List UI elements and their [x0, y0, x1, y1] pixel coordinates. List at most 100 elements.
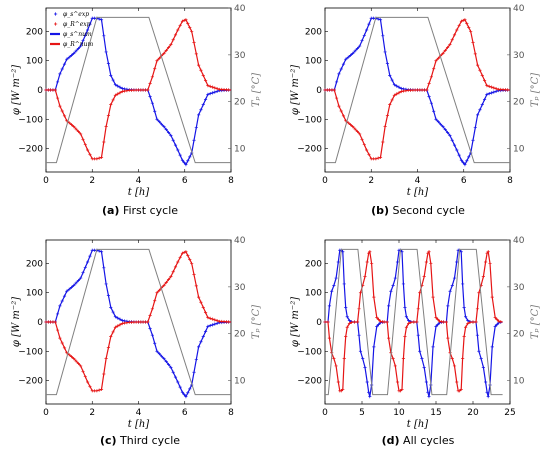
phi-s-marker [363, 365, 367, 369]
phi-s-marker [106, 62, 111, 66]
phi-r-marker [351, 125, 355, 129]
phi-s-marker [104, 50, 108, 54]
phi-r-marker [368, 250, 372, 254]
phi-r-marker [72, 125, 76, 129]
phi-r-marker [432, 67, 436, 71]
phi-r-marker [434, 316, 438, 320]
phi-r-marker [391, 357, 395, 361]
phi-s-marker [162, 125, 166, 129]
phi-s-marker [475, 333, 480, 337]
x-tick-label: 6 [461, 176, 467, 186]
y2-tick-label: 40 [513, 4, 525, 14]
phi-r-marker [459, 19, 464, 23]
phi-r-marker [455, 380, 459, 384]
phi-s-marker [150, 101, 154, 105]
phi-r-marker [390, 98, 394, 102]
phi-s-marker [492, 90, 496, 94]
phi-r-marker [464, 325, 468, 329]
phi-r-marker [409, 320, 413, 324]
phi-r-marker [462, 335, 466, 339]
phi-s-marker [160, 122, 164, 126]
phi-s-marker [67, 287, 71, 291]
phi-s-marker [171, 138, 175, 142]
phi-r-marker [399, 89, 403, 94]
phi-s-marker [155, 117, 159, 121]
phi-s-marker [157, 352, 161, 356]
phi-s-marker [60, 299, 64, 303]
phi-r-marker [186, 254, 190, 258]
phi-r-marker [362, 143, 366, 147]
x-tick-label: 2 [89, 408, 95, 418]
phi-s-marker [97, 249, 101, 253]
phi-r-marker [180, 251, 185, 255]
phi-s-marker [422, 365, 426, 369]
y-tick-label: 200 [26, 27, 43, 37]
phi-r-marker [487, 84, 491, 88]
y-tick-label: −200 [18, 145, 43, 155]
phi-s-marker [109, 73, 113, 77]
phi-r-marker [445, 45, 450, 50]
phi-r-marker [150, 307, 154, 311]
phi-r-marker [355, 320, 360, 324]
y2-tick-label: 20 [513, 98, 525, 108]
phi-s-marker [459, 158, 464, 162]
phi-r-marker [194, 284, 198, 288]
y2-tick-label: 20 [234, 330, 246, 340]
phi-s-marker [203, 329, 208, 334]
phi-r-marker [345, 325, 349, 329]
phi-s-marker [420, 357, 424, 361]
phi-s-marker [171, 370, 175, 374]
phi-s-marker [173, 143, 178, 147]
phi-r-marker [424, 260, 428, 264]
phi-r-marker [150, 75, 154, 79]
legend-label: φ_R^num [63, 41, 93, 48]
caption-letter: (d) [382, 434, 400, 447]
x-axis-label: t [h] [128, 419, 150, 430]
phi-s-marker [169, 365, 173, 369]
phi-r-marker [370, 261, 374, 266]
phi-r-marker [102, 372, 106, 376]
phi-s-marker [341, 250, 345, 254]
temperature-line [46, 16, 231, 164]
phi-r-marker [429, 75, 433, 79]
phi-r-marker [334, 364, 338, 368]
phi-s-marker [69, 53, 74, 57]
phi-s-marker [478, 108, 482, 112]
phi-s-marker [99, 250, 104, 254]
phi-r-marker [407, 321, 411, 326]
phi-r-marker [67, 121, 71, 125]
phi-r-marker [427, 250, 431, 254]
phi-r-marker [387, 336, 391, 340]
phi-r-marker [482, 78, 487, 83]
phi-s-marker [186, 391, 190, 395]
y2-tick-label: 10 [513, 145, 525, 155]
x-tick-label: 2 [368, 176, 374, 186]
phi-s-marker [367, 22, 371, 26]
y2-tick-label: 20 [234, 98, 246, 108]
y2-tick-label: 10 [513, 377, 525, 387]
phi-r-marker [164, 280, 168, 285]
phi-s-marker [346, 55, 350, 59]
phi-s-marker [176, 380, 180, 384]
phi-r-marker [182, 250, 186, 255]
phi-s-marker [74, 281, 78, 285]
phi-s-marker [493, 324, 497, 328]
phi-s-marker [208, 324, 212, 328]
phi-r-marker [400, 387, 404, 391]
phi-r-marker [444, 320, 448, 324]
phi-r-marker [69, 123, 74, 127]
phi-r-marker [459, 387, 463, 391]
phi-s-marker [186, 159, 190, 163]
phi-r-marker [375, 316, 379, 320]
phi-s-marker [81, 39, 85, 43]
phi-r-marker [69, 355, 74, 359]
phi-r-marker [446, 336, 450, 340]
phi-s-marker [58, 72, 62, 76]
phi-r-marker [355, 129, 359, 134]
phi-s-marker [111, 310, 115, 314]
phi-r-marker [393, 364, 397, 368]
phi-s-marker [334, 80, 339, 84]
phi-s-marker [490, 345, 494, 349]
temperature-line [46, 248, 231, 396]
x-tick-label: 8 [228, 176, 234, 186]
